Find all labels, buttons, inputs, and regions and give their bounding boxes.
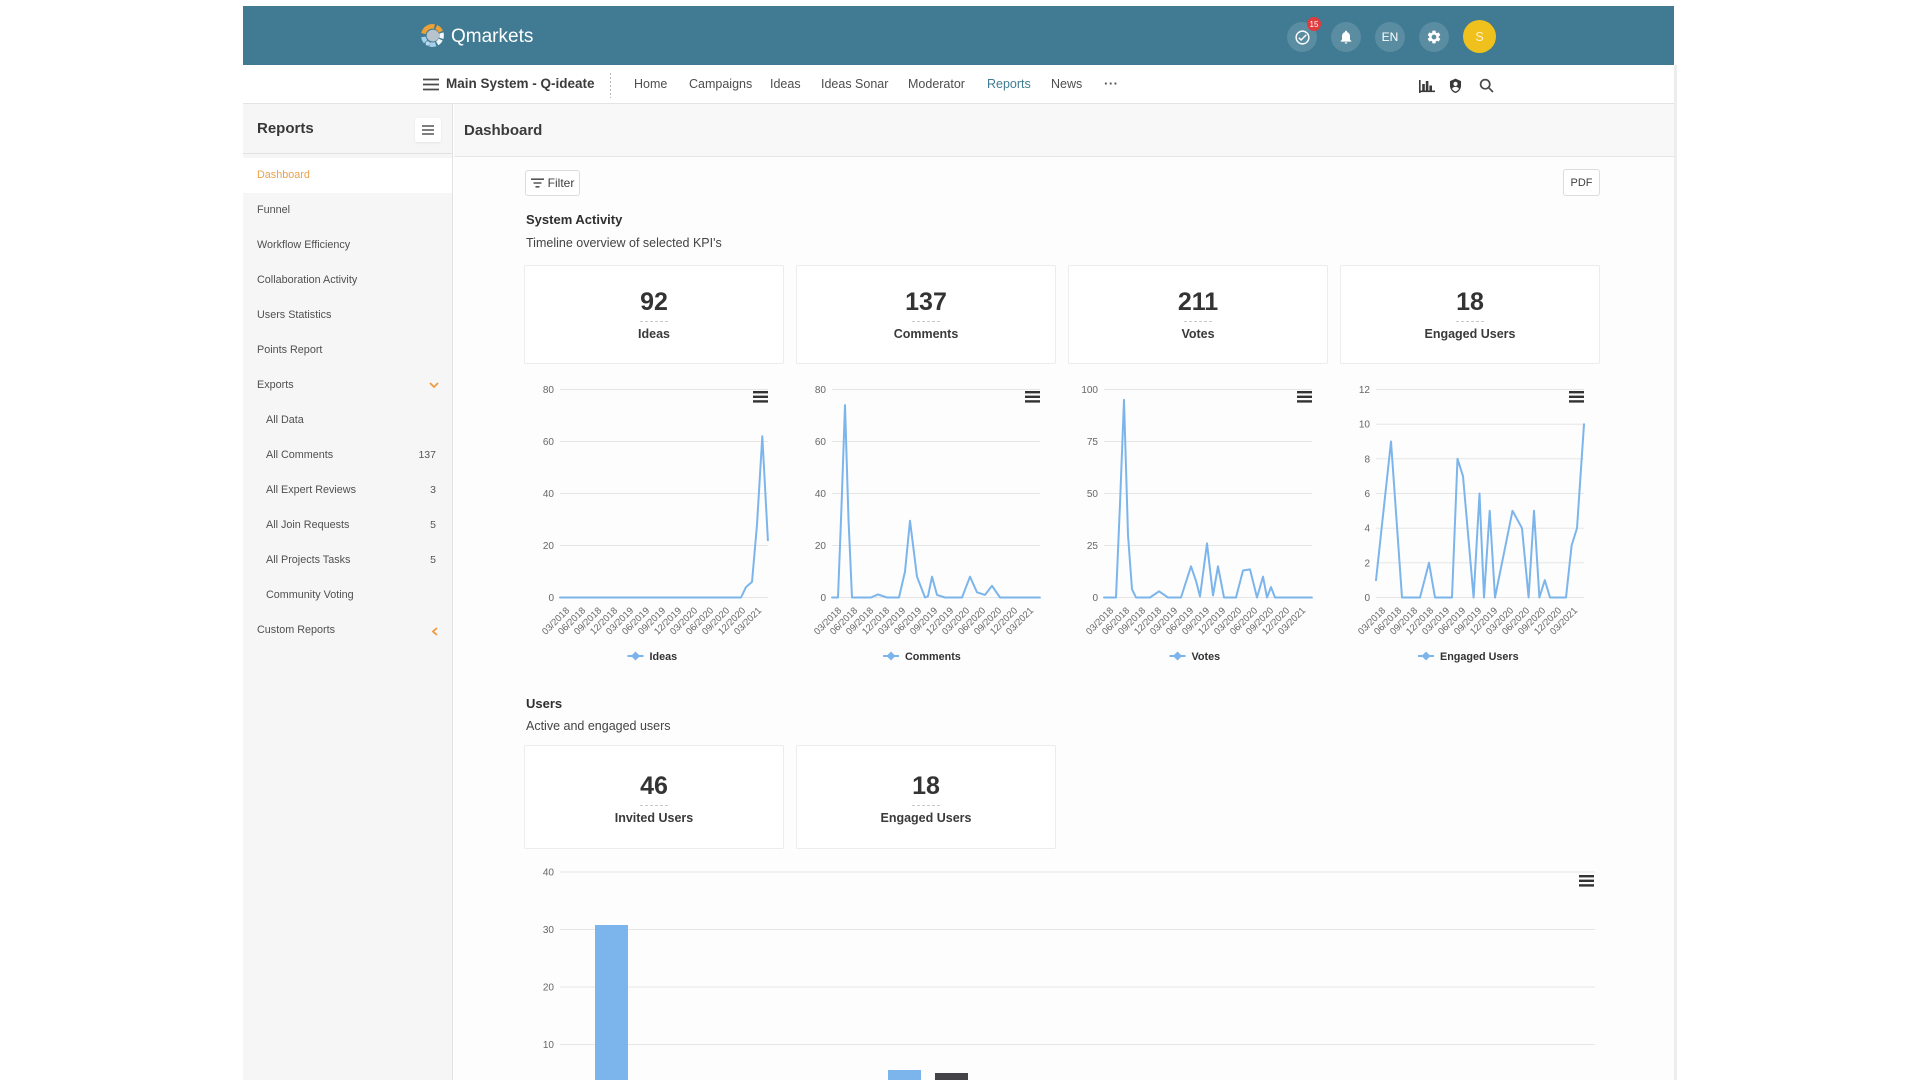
svg-text:8: 8 bbox=[1364, 454, 1370, 465]
svg-text:40: 40 bbox=[543, 868, 555, 879]
svg-text:0: 0 bbox=[1364, 593, 1370, 604]
svg-text:0: 0 bbox=[548, 593, 554, 604]
svg-text:Engaged Users: Engaged Users bbox=[1440, 651, 1519, 663]
svg-text:4: 4 bbox=[1364, 524, 1370, 535]
svg-text:20: 20 bbox=[815, 541, 827, 552]
svg-text:Ideas: Ideas bbox=[650, 651, 678, 663]
svg-text:40: 40 bbox=[815, 489, 827, 500]
svg-text:6: 6 bbox=[1364, 489, 1370, 500]
svg-text:0: 0 bbox=[820, 593, 826, 604]
svg-text:20: 20 bbox=[543, 541, 555, 552]
svg-text:10: 10 bbox=[1359, 420, 1371, 431]
svg-text:Comments: Comments bbox=[905, 651, 961, 663]
svg-text:30: 30 bbox=[543, 925, 555, 936]
svg-text:80: 80 bbox=[815, 385, 827, 396]
svg-text:60: 60 bbox=[543, 437, 555, 448]
svg-text:10: 10 bbox=[543, 1040, 555, 1051]
svg-text:25: 25 bbox=[1087, 541, 1099, 552]
svg-text:40: 40 bbox=[543, 489, 555, 500]
svg-text:2: 2 bbox=[1364, 558, 1370, 569]
svg-text:0: 0 bbox=[1092, 593, 1098, 604]
svg-text:50: 50 bbox=[1087, 489, 1099, 500]
svg-text:75: 75 bbox=[1087, 437, 1099, 448]
svg-text:80: 80 bbox=[543, 385, 555, 396]
svg-text:100: 100 bbox=[1081, 385, 1098, 396]
svg-text:20: 20 bbox=[543, 983, 555, 994]
svg-text:12: 12 bbox=[1359, 385, 1371, 396]
svg-text:60: 60 bbox=[815, 437, 827, 448]
svg-text:Votes: Votes bbox=[1192, 651, 1221, 663]
